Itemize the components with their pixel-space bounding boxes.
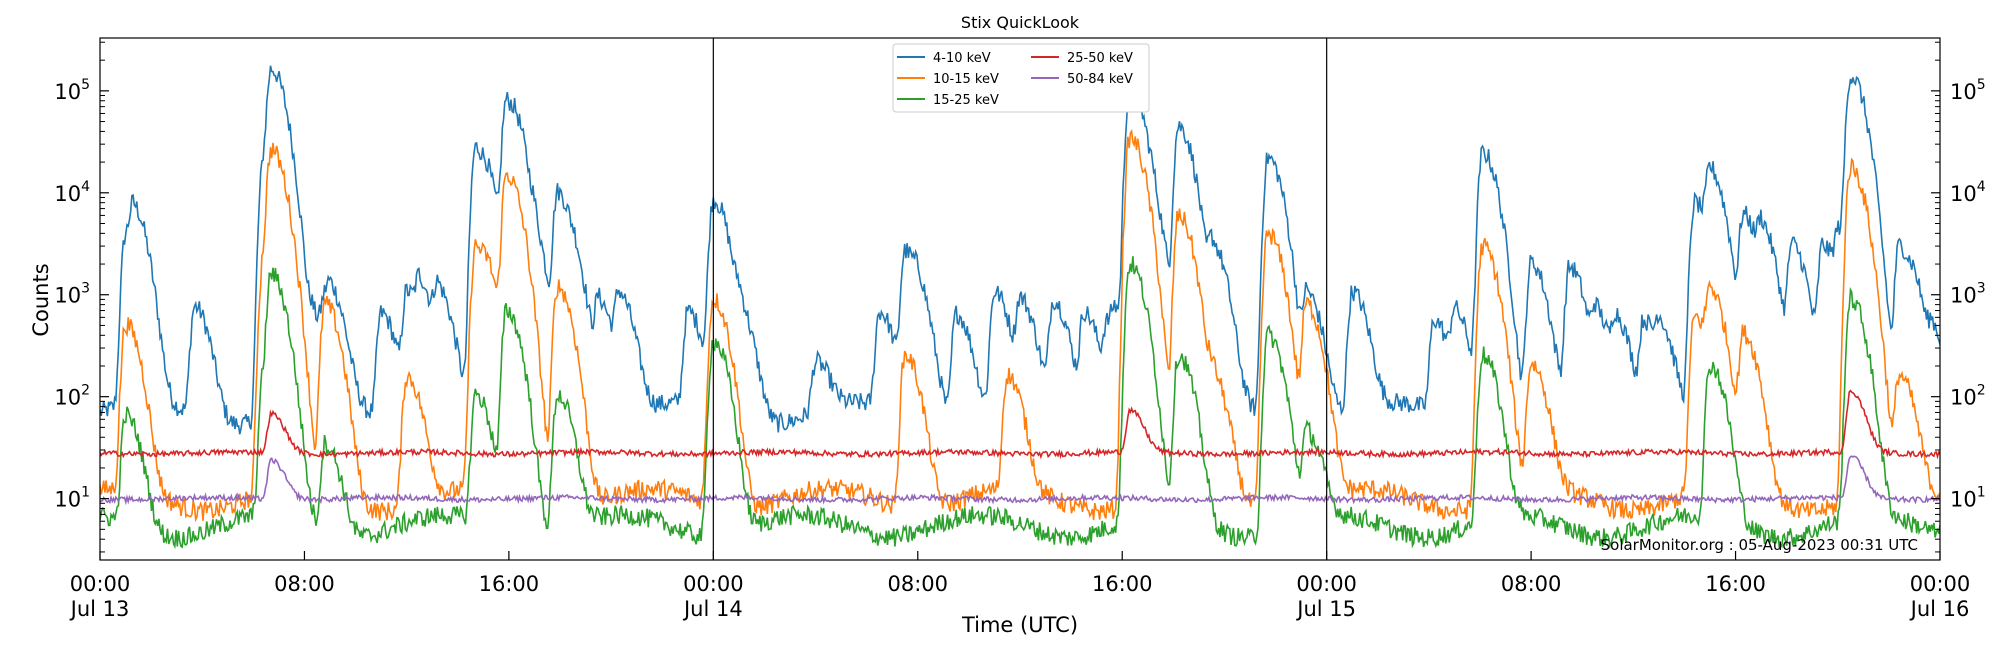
y-axis-label: Counts: [29, 263, 53, 336]
y-tick-label: 102: [54, 383, 90, 410]
x-tick-date-label: Jul 16: [1909, 597, 1970, 621]
legend-label: 4-10 keV: [933, 51, 991, 66]
x-tick-label: 08:00: [888, 572, 949, 596]
y-tick-label-right: 102: [1950, 383, 1986, 410]
y-tick-label-right: 105: [1950, 77, 1986, 104]
day-boundary-lines: [712, 38, 1328, 560]
legend-label: 50-84 keV: [1067, 72, 1133, 87]
credit-text: SolarMonitor.org : 05-Aug-2023 00:31 UTC: [1601, 536, 1918, 554]
x-tick-label: 08:00: [274, 572, 335, 596]
legend: 4-10 keV 10-15 keV 15-25 keV 25-50 keV 50-84…: [892, 43, 1150, 113]
y-tick-label: 101: [54, 485, 90, 512]
x-tick-label: 08:00: [1501, 572, 1562, 596]
x-tick-label: 16:00: [479, 572, 540, 596]
series-line-4-10-kev: [100, 65, 1940, 435]
y-tick-label: 105: [54, 77, 90, 104]
x-tick-label: 00:00: [1910, 572, 1971, 596]
x-tick-date-label: Jul 15: [1295, 597, 1356, 621]
x-tick-date-label: Jul 13: [69, 597, 130, 621]
x-tick-label: 00:00: [1296, 572, 1357, 596]
legend-box: [892, 43, 1150, 113]
series-line-10-15-kev: [100, 129, 1940, 523]
chart-title: Stix QuickLook: [961, 13, 1080, 32]
x-tick-date-label: Jul 14: [682, 597, 743, 621]
y-tick-label-right: 103: [1950, 281, 1986, 308]
y-tick-label-right: 101: [1950, 485, 1986, 512]
x-tick-label: 00:00: [683, 572, 744, 596]
x-tick-label: 00:00: [70, 572, 131, 596]
legend-label: 10-15 keV: [933, 72, 999, 87]
y-tick-label-right: 104: [1950, 179, 1986, 206]
x-tick-label: 16:00: [1705, 572, 1766, 596]
series-layer: [100, 65, 1940, 550]
x-axis-label: Time (UTC): [961, 613, 1078, 637]
series-line-50-84-kev: [100, 455, 1940, 506]
legend-label: 15-25 keV: [933, 93, 999, 108]
y-tick-label: 103: [54, 281, 90, 308]
x-tick-label: 16:00: [1092, 572, 1153, 596]
legend-label: 25-50 keV: [1067, 51, 1133, 66]
y-axis-ticks: 101 101 102 102 103 103 104 104 105 105: [54, 41, 1986, 553]
y-tick-label: 104: [54, 179, 90, 206]
series-line-25-50-kev: [100, 389, 1940, 460]
series-line-15-25-kev: [100, 256, 1940, 550]
